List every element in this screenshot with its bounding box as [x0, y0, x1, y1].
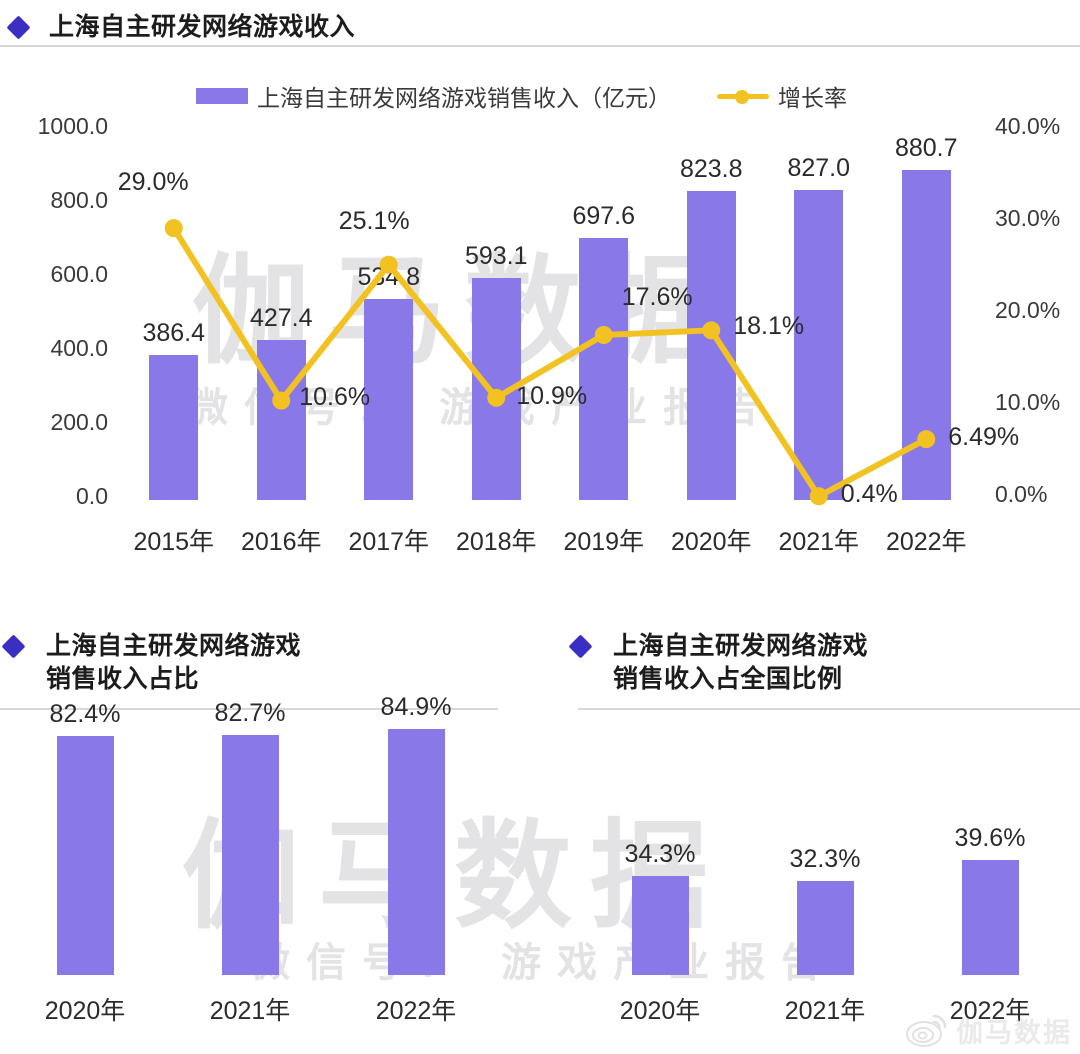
line-point-2020年 [702, 321, 721, 340]
x-axis-label-2016年: 2016年 [240, 528, 322, 556]
legend-bar-swatch-icon [196, 88, 248, 104]
legend-line-swatch-icon [717, 88, 769, 104]
left-panel-header: 上海自主研发网络游戏 销售收入占比 [1, 630, 302, 696]
diamond-bullet-icon [568, 634, 593, 659]
left-panel-divider [0, 708, 498, 710]
y-axis-left-tick: 400.0 [50, 335, 108, 361]
left-panel-plot: 82.4% 2020年 82.7% 2021年 84.9% 2022年 [0, 693, 520, 1025]
left-panel-title: 上海自主研发网络游戏 销售收入占比 [46, 632, 302, 693]
bar-value-label: 697.6 [572, 202, 636, 231]
legend-item-growth[interactable]: 增长率 [717, 79, 847, 113]
x-axis-label-2020年: 2020年 [619, 997, 701, 1025]
x-axis-label-2022年: 2022年 [375, 997, 457, 1025]
right-panel-header: 上海自主研发网络游戏 销售收入占全国比例 [568, 630, 869, 696]
y-axis-right-tick: 20.0% [995, 297, 1061, 323]
y-axis-left-tick: 600.0 [50, 261, 108, 287]
right-panel-title: 上海自主研发网络游戏 销售收入占全国比例 [613, 632, 869, 693]
growth-rate-label: 6.49% [948, 423, 1020, 452]
main-section-header: 上海自主研发网络游戏收入 [6, 11, 356, 44]
line-point-2017年 [379, 255, 398, 274]
main-chart-legend: 上海自主研发网络游戏销售收入（亿元） 增长率 [196, 79, 847, 113]
bar-2020年 [686, 191, 736, 500]
x-axis-label-2017年: 2017年 [348, 528, 430, 556]
bar-value-label: 593.1 [464, 241, 528, 270]
weibo-logo-icon [906, 1014, 947, 1047]
main-header-divider [0, 45, 1080, 47]
bar-value-label: 82.4% [49, 700, 121, 729]
bar-value-label: 32.3% [789, 845, 861, 874]
legend-label-growth: 增长率 [778, 85, 847, 111]
y-axis-left-tick: 1000.0 [37, 113, 108, 139]
x-axis-label-2015年: 2015年 [133, 528, 215, 556]
growth-rate-label: 0.4% [840, 480, 898, 509]
x-axis-label-2020年: 2020年 [44, 997, 126, 1025]
diamond-bullet-icon [6, 15, 31, 40]
x-axis-label-2019年: 2019年 [563, 528, 645, 556]
bar-value-label: 82.7% [214, 699, 286, 728]
y-axis-left-tick: 200.0 [50, 409, 108, 435]
y-axis-right-tick: 10.0% [995, 389, 1061, 415]
diamond-bullet-icon [1, 634, 26, 659]
growth-rate-label: 25.1% [338, 206, 410, 235]
bar-2015年 [149, 355, 199, 500]
bar-2022年 [961, 860, 1019, 975]
y-axis-right-tick: 0.0% [995, 481, 1048, 507]
y-axis-left-tick: 0.0 [76, 483, 108, 509]
y-axis-right-tick: 30.0% [995, 205, 1061, 231]
y-axis-right-tick: 40.0% [995, 113, 1061, 139]
line-point-2015年 [164, 219, 183, 238]
weibo-watermark-text: 伽马数据 [956, 1017, 1072, 1048]
x-axis-label-2021年: 2021年 [209, 997, 291, 1025]
x-axis-label-2021年: 2021年 [778, 528, 860, 556]
growth-rate-label: 29.0% [117, 168, 189, 197]
line-point-2016年 [272, 391, 291, 410]
right-panel-plot: 34.3% 2020年 32.3% 2021年 39.6% 2022年 [560, 735, 1080, 1025]
bar-value-label: 39.6% [954, 824, 1026, 853]
bar-2017年 [364, 299, 414, 500]
bar-value-label: 880.7 [894, 133, 958, 162]
right-panel-divider [578, 708, 1080, 710]
main-chart-plot: 386.4 2015年 427.4 2016年 534.8 2017年 593.1 2018年… [117, 125, 1019, 556]
bar-2019年 [579, 238, 629, 500]
x-axis-label-2022年: 2022年 [885, 528, 967, 556]
bar-value-label: 84.9% [380, 692, 452, 721]
line-point-2021年 [809, 487, 828, 506]
bar-value-label: 823.8 [679, 155, 743, 184]
legend-item-revenue[interactable]: 上海自主研发网络游戏销售收入（亿元） [196, 79, 671, 113]
weibo-watermark: 伽马数据 [904, 1010, 1072, 1050]
bar-value-label: 827.0 [787, 153, 851, 182]
x-axis-label-2022年: 2022年 [949, 997, 1031, 1025]
growth-rate-line [164, 219, 936, 506]
bar-value-label: 427.4 [249, 303, 313, 332]
bar-2021年 [794, 189, 844, 500]
x-axis-label-2021年: 2021年 [784, 997, 866, 1025]
bar-2016年 [256, 339, 306, 500]
line-point-2022年 [917, 430, 936, 449]
x-axis-label-2018年: 2018年 [455, 528, 537, 556]
bar-2022年 [387, 728, 445, 975]
bar-2020年 [631, 875, 689, 975]
legend-label-revenue: 上海自主研发网络游戏销售收入（亿元） [257, 85, 671, 111]
y-axis-left-tick: 800.0 [50, 187, 108, 213]
bar-2021年 [796, 881, 854, 975]
growth-rate-label: 18.1% [733, 312, 805, 341]
line-point-2019年 [594, 326, 613, 344]
bar-2020年 [56, 736, 114, 975]
page-title: 上海自主研发网络游戏收入 [49, 13, 356, 41]
growth-rate-label: 10.9% [516, 381, 588, 410]
bar-value-label: 386.4 [142, 319, 206, 348]
line-point-2018年 [487, 388, 506, 407]
growth-rate-label: 10.6% [299, 382, 371, 411]
growth-rate-label: 17.6% [621, 283, 693, 311]
bar-value-label: 34.3% [624, 839, 696, 868]
x-axis-label-2020年: 2020年 [670, 528, 752, 556]
bar-2021年 [221, 735, 279, 975]
